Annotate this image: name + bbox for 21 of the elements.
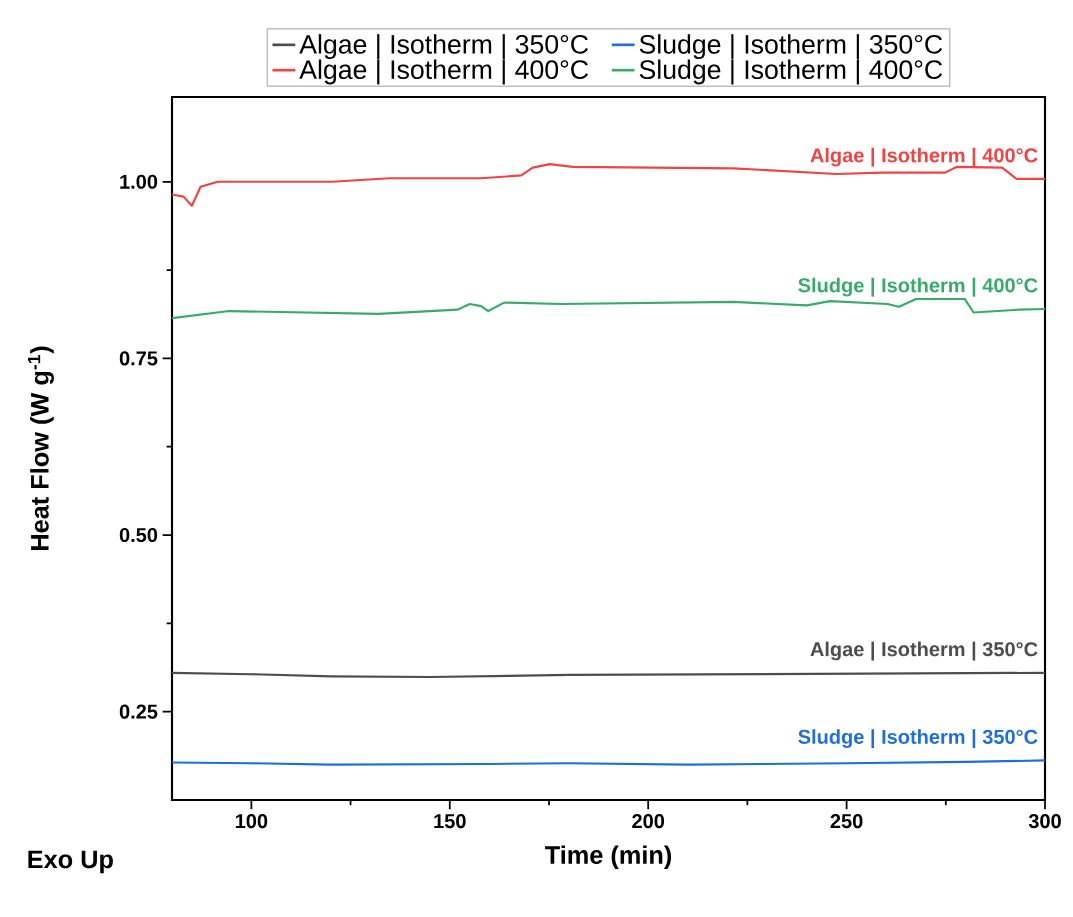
x-tick-label: 200	[632, 814, 665, 829]
x-tick-label: 250	[830, 814, 863, 829]
line-series	[172, 297, 1046, 320]
text: Sludge | Isotherm | 400°C	[798, 277, 1038, 297]
y-tick-label: 1.00	[120, 174, 158, 189]
legend-label: Algae | Isotherm | 400°C	[299, 59, 589, 85]
x-tick-label: 150	[434, 814, 466, 829]
y-tick-label: 0.25	[119, 704, 158, 719]
y-tick-label: 0.75	[119, 351, 158, 366]
text: Algae | Isotherm | 400°C	[810, 147, 1038, 167]
legend-label: Sludge | Isotherm | 400°C	[639, 59, 943, 85]
text: Sludge | Isotherm | 350°C	[798, 729, 1038, 749]
legend-label: Sludge | Isotherm | 350°C	[639, 34, 943, 60]
text: Exo Up	[28, 850, 113, 874]
text: Algae | Isotherm | 350°C	[810, 641, 1038, 661]
y-axis-title: Heat Flow (W g$^{-1}$)	[27, 346, 54, 550]
x-axis-title: Time (min)	[544, 845, 672, 869]
legend-label: Algae | Isotherm | 350°C	[299, 34, 589, 60]
y-tick-label: 0.50	[119, 527, 158, 543]
x-tick-label: 300	[1028, 814, 1061, 829]
x-tick-label: 100	[235, 814, 268, 829]
